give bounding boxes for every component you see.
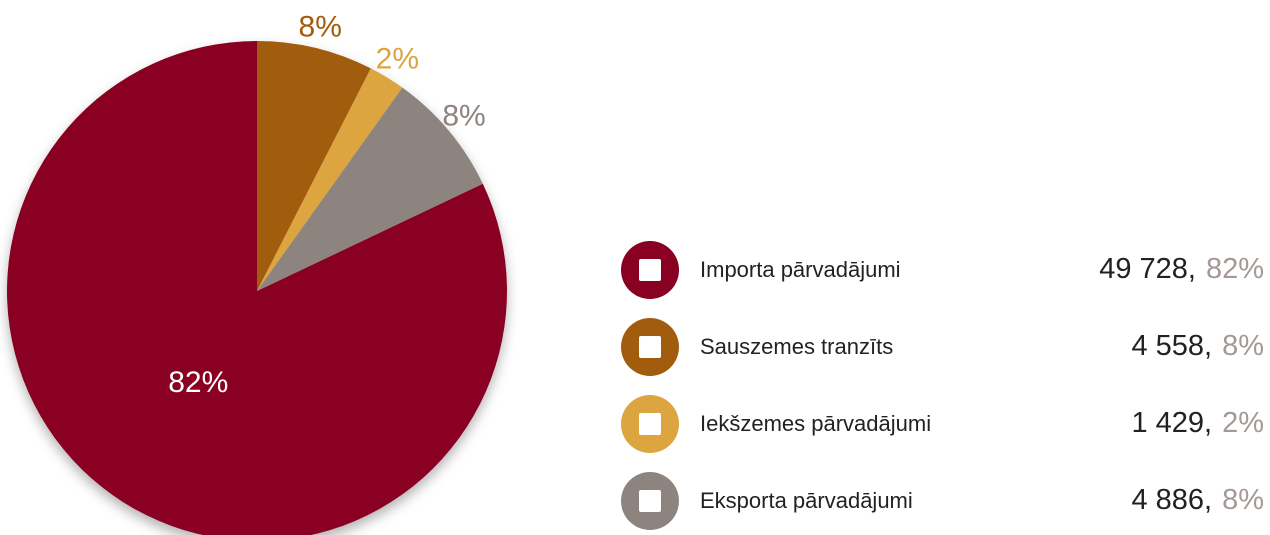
pie-slice <box>7 41 507 535</box>
legend-label: Iekšzemes pārvadājumi <box>700 411 931 436</box>
pie-slice <box>257 41 371 291</box>
pie-slice <box>257 87 483 291</box>
legend-swatch-inner <box>639 259 661 281</box>
legend-value: 4 886, 8% <box>1131 484 1264 516</box>
legend-percent: 2% <box>1222 407 1264 439</box>
legend-value: 49 728, 82% <box>1099 253 1264 285</box>
legend-swatch-inner <box>639 490 661 512</box>
legend-swatch-inner <box>639 413 661 435</box>
pie-slice <box>257 68 403 291</box>
legend-label: Sauszemes tranzīts <box>700 334 893 359</box>
legend-swatch-inner <box>639 336 661 358</box>
legend-value: 1 429, 2% <box>1131 407 1264 439</box>
legend-label: Eksporta pārvadājumi <box>700 488 913 513</box>
slice-label: 2% <box>376 42 419 75</box>
legend-percent: 8% <box>1222 330 1264 362</box>
slice-label: 8% <box>442 100 485 133</box>
legend-percent: 8% <box>1222 484 1264 516</box>
legend-label: Importa pārvadājumi <box>700 257 901 282</box>
slice-label: 82% <box>168 366 228 399</box>
legend-number: 4 558, <box>1131 330 1212 362</box>
legend-value: 4 558, 8% <box>1131 330 1264 362</box>
pie <box>7 41 507 535</box>
legend-number: 4 886, <box>1131 484 1212 516</box>
legend-number: 1 429, <box>1131 407 1212 439</box>
legend-number: 49 728, <box>1099 253 1196 285</box>
slice-label: 8% <box>299 10 342 43</box>
legend-percent: 82% <box>1206 253 1264 285</box>
